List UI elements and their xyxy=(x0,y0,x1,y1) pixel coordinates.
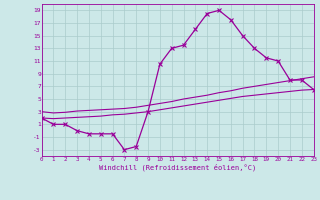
X-axis label: Windchill (Refroidissement éolien,°C): Windchill (Refroidissement éolien,°C) xyxy=(99,163,256,171)
